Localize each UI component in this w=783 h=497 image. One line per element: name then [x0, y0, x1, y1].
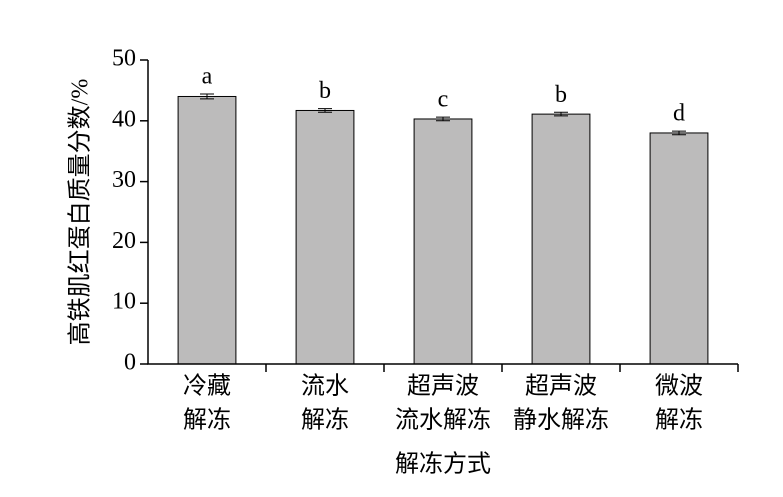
y-tick-label: 40	[112, 106, 136, 132]
axes	[147, 60, 738, 365]
y-tick-label: 30	[112, 167, 136, 193]
x-tick-label: 流水解冻	[395, 407, 491, 434]
significance-label: a	[202, 64, 213, 90]
significance-label: c	[438, 87, 449, 113]
bar	[177, 95, 237, 365]
x-tick-label: 解冻	[301, 407, 349, 434]
x-tick-label: 冷藏	[183, 373, 231, 400]
x-axis-title: 解冻方式	[395, 451, 491, 478]
x-tick-label: 静水解冻	[513, 407, 609, 434]
y-tick-label: 20	[112, 228, 136, 254]
significance-label: b	[319, 78, 331, 104]
error-bar	[554, 111, 568, 117]
x-tick-label: 解冻	[183, 407, 231, 434]
bar	[295, 109, 355, 365]
error-bar	[436, 116, 450, 122]
y-tick-label: 10	[112, 289, 136, 315]
bar	[531, 113, 591, 365]
error-bar	[318, 108, 332, 113]
significance-label: b	[555, 82, 567, 108]
y-tick-label: 0	[124, 350, 136, 376]
y-tick-label: 50	[112, 46, 136, 72]
bar	[413, 118, 473, 365]
x-tick-label: 解冻	[655, 407, 703, 434]
x-tick-label: 微波	[655, 373, 703, 400]
error-bar	[672, 130, 686, 136]
significance-label: d	[673, 101, 685, 127]
x-tick-label: 超声波	[407, 373, 479, 400]
y-axis-title: 高铁肌红蛋白质量分数/%	[67, 79, 94, 346]
x-tick-label: 超声波	[525, 373, 597, 400]
error-bar	[200, 93, 214, 100]
bar	[649, 132, 709, 365]
x-tick-label: 流水	[301, 373, 349, 400]
